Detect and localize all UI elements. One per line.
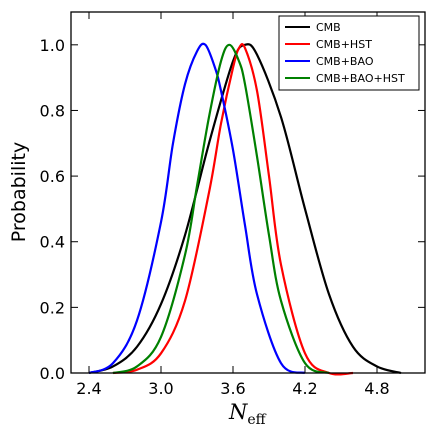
legend-label: CMB+BAO+HST xyxy=(316,72,405,85)
x-axis-label-main: N xyxy=(228,400,248,424)
x-tick-label: 2.4 xyxy=(76,379,101,398)
y-tick-label: 0.4 xyxy=(40,233,65,252)
x-axis-label-sub: eff xyxy=(247,412,266,428)
series-line-cmb xyxy=(88,43,402,375)
y-tick-label: 0.6 xyxy=(40,167,65,186)
y-tick-label: 0.8 xyxy=(40,101,65,120)
y-tick-label: 0.2 xyxy=(40,298,65,317)
legend-label: CMB xyxy=(316,21,341,34)
y-tick-label: 1.0 xyxy=(40,36,65,55)
series-line-cmb-hst xyxy=(112,43,354,376)
legend-label: CMB+BAO xyxy=(316,55,374,68)
series-line-cmb-bao xyxy=(88,42,306,375)
x-axis-label: Neff xyxy=(228,400,267,428)
plot-frame xyxy=(70,11,426,374)
legend-items: CMB CMB+HST CMB+BAO CMB+BAO+HST xyxy=(285,21,405,85)
legend: CMB CMB+HST CMB+BAO CMB+BAO+HST xyxy=(278,15,420,91)
x-tick-label: 4.2 xyxy=(292,379,317,398)
y-tick-label: 0.0 xyxy=(40,364,65,383)
x-tick-label: 3.6 xyxy=(220,379,245,398)
tick-layer: 2.4 3.0 3.6 4.2 4.8 0.0 0.2 0.4 0.6 0.8 1.0 xyxy=(40,12,425,398)
legend-label: CMB+HST xyxy=(316,38,372,51)
series-layer xyxy=(88,42,402,376)
y-axis-label: Probability xyxy=(8,142,30,242)
x-tick-label: 3.0 xyxy=(148,379,173,398)
series-line-cmb-bao-hst xyxy=(112,43,330,375)
x-tick-label: 4.8 xyxy=(364,379,389,398)
